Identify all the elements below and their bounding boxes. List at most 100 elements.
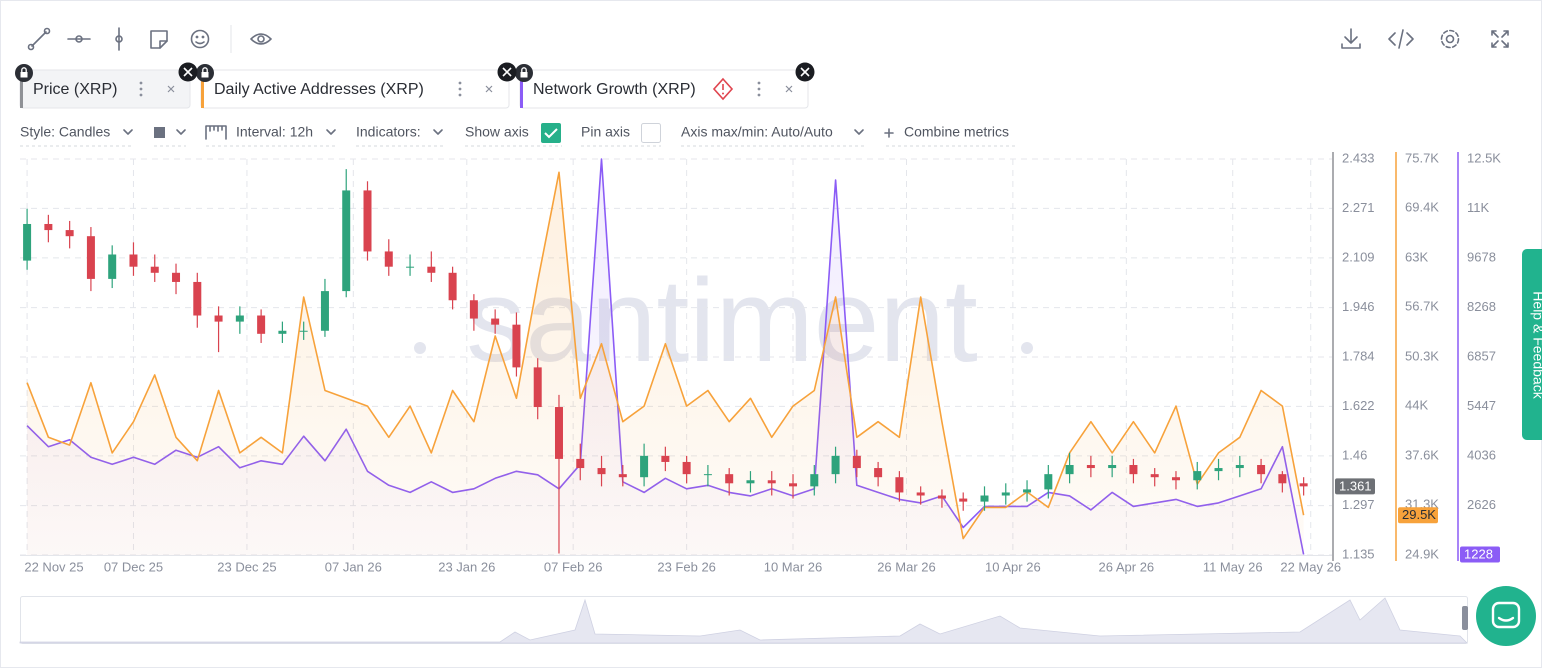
candle-body bbox=[1214, 468, 1223, 472]
candle-body bbox=[533, 367, 542, 408]
candle-body bbox=[980, 495, 989, 502]
candle-body bbox=[108, 254, 117, 279]
indicators-select[interactable]: Indicators: bbox=[356, 124, 421, 140]
y-tick-label: 75.7K bbox=[1405, 150, 1439, 165]
line bbox=[26, 171, 1305, 540]
y-tick-label: 56.7K bbox=[1405, 299, 1439, 314]
locks[interactable] bbox=[15, 64, 533, 82]
area-fill bbox=[27, 172, 1304, 556]
y-tick-label: 1.297 bbox=[1342, 497, 1375, 512]
candle-body bbox=[767, 480, 776, 484]
y-tick-label: 6857 bbox=[1467, 348, 1496, 363]
y-tick-label: 11K bbox=[1467, 200, 1489, 215]
download[interactable] bbox=[1341, 28, 1361, 49]
candle-body bbox=[1235, 465, 1244, 469]
show-axis-checkbox[interactable] bbox=[541, 123, 561, 143]
candle-body bbox=[1086, 465, 1095, 469]
candle-body bbox=[150, 266, 159, 273]
help-label[interactable]: Help & Feedback bbox=[1530, 291, 1542, 399]
tab-remove[interactable] bbox=[167, 85, 793, 93]
chevron bbox=[854, 129, 864, 135]
candle-body bbox=[703, 474, 712, 476]
fullscreen[interactable] bbox=[1491, 30, 1509, 48]
candle-body bbox=[469, 300, 478, 319]
y-tick-label: 2.433 bbox=[1342, 150, 1375, 165]
candle-body bbox=[214, 315, 223, 322]
tool-emoji[interactable] bbox=[190, 29, 210, 49]
axis-minmax-select[interactable]: Axis max/min: Auto/Auto bbox=[681, 124, 833, 140]
current-value-label: 1228 bbox=[1464, 546, 1493, 561]
interval-select[interactable]: Interval: 12h bbox=[236, 124, 313, 140]
x-tick-label: 11 May 26 bbox=[1203, 559, 1263, 574]
y-tick-label: 8268 bbox=[1467, 299, 1496, 314]
show-axis-label[interactable]: Show axis bbox=[465, 124, 529, 140]
candle-body bbox=[44, 223, 53, 231]
x-tick-label: 10 Apr 26 bbox=[985, 559, 1041, 574]
tool-note[interactable] bbox=[150, 30, 168, 49]
metric-tabs: Price (XRP) Daily Active Addresses (XRP)… bbox=[15, 62, 815, 109]
ruler-icon bbox=[205, 125, 227, 140]
candle-body bbox=[937, 495, 946, 499]
candle-body bbox=[810, 474, 819, 487]
y-tick-label: 4036 bbox=[1467, 447, 1496, 462]
embed[interactable] bbox=[1388, 29, 1414, 49]
watermark: santiment bbox=[414, 255, 1033, 387]
candle-body bbox=[682, 461, 691, 475]
y-tick-label: 69.4K bbox=[1405, 200, 1439, 215]
candle-body bbox=[597, 468, 606, 475]
chat-button[interactable] bbox=[1476, 586, 1536, 646]
tool-hline[interactable] bbox=[67, 35, 91, 43]
y-tick-label: 44K bbox=[1405, 398, 1428, 413]
candle-body bbox=[86, 236, 95, 279]
combine-metrics[interactable]: Combine metrics bbox=[904, 124, 1009, 140]
y-tick-label: 1.946 bbox=[1342, 299, 1375, 314]
close-buttons[interactable] bbox=[178, 62, 815, 82]
check bbox=[544, 128, 558, 139]
help-feedback[interactable]: Help & Feedback bbox=[1522, 249, 1542, 440]
tab-color bbox=[520, 70, 523, 108]
current-value-badge bbox=[1398, 507, 1438, 524]
settings-row: Style: Candles Interval: 12h Indicators:… bbox=[20, 123, 1016, 147]
settings[interactable] bbox=[1440, 29, 1460, 49]
candle-body bbox=[406, 266, 415, 268]
candle-body bbox=[640, 455, 649, 478]
tab-label[interactable]: Price (XRP) bbox=[33, 81, 117, 98]
candle-body bbox=[916, 492, 925, 496]
x-tick-label: 10 Mar 26 bbox=[764, 559, 823, 574]
candle-body bbox=[512, 324, 521, 368]
y-tick-label: 12.5K bbox=[1467, 150, 1501, 165]
y-tick-label: 63K bbox=[1405, 249, 1428, 264]
candle-body bbox=[299, 330, 308, 332]
chevron bbox=[433, 129, 443, 135]
x-tick-label: 22 Nov 25 bbox=[24, 559, 83, 574]
navigator[interactable] bbox=[19, 596, 1468, 644]
candle-body bbox=[1044, 474, 1053, 490]
tab-menus[interactable] bbox=[139, 81, 761, 97]
y-tick-label: 1.135 bbox=[1342, 546, 1375, 561]
toolbar[interactable] bbox=[27, 25, 1509, 53]
candle-body bbox=[427, 266, 436, 273]
x-tick-label: 07 Dec 25 bbox=[104, 559, 163, 574]
candle-body bbox=[831, 455, 840, 475]
tab-label[interactable]: Network Growth (XRP) bbox=[533, 81, 696, 98]
pin-axis-checkbox[interactable] bbox=[641, 123, 661, 143]
plot bbox=[23, 158, 1308, 556]
pin-axis-label[interactable]: Pin axis bbox=[581, 124, 630, 140]
candle-body bbox=[23, 223, 32, 261]
tool-eye[interactable] bbox=[250, 33, 272, 45]
color-swatch[interactable] bbox=[154, 127, 165, 138]
candle-body bbox=[491, 318, 500, 325]
style-select[interactable]: Style: Candles bbox=[20, 124, 110, 140]
y-tick-label: 37.6K bbox=[1405, 447, 1439, 462]
candle-body bbox=[725, 474, 734, 484]
candle-body bbox=[618, 474, 627, 478]
tab-label[interactable]: Daily Active Addresses (XRP) bbox=[214, 81, 424, 98]
tool-line[interactable] bbox=[27, 27, 51, 51]
tool-vline[interactable] bbox=[115, 27, 123, 51]
y-tick-label: 2.109 bbox=[1342, 249, 1375, 264]
candle-body bbox=[1001, 492, 1010, 496]
x-tick-label: 26 Mar 26 bbox=[877, 559, 936, 574]
tab-color bbox=[201, 70, 204, 108]
current-value-label: 29.5K bbox=[1402, 507, 1436, 522]
